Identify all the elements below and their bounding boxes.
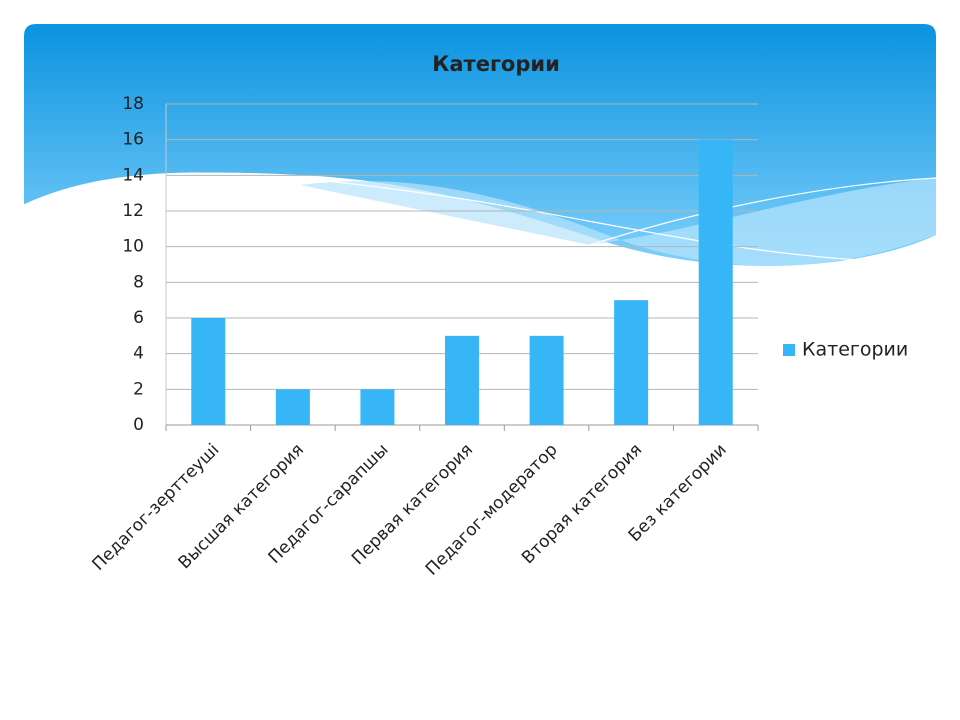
y-tick-label: 4 bbox=[133, 344, 144, 364]
y-tick-label: 12 bbox=[122, 201, 144, 221]
bar bbox=[275, 389, 310, 425]
bar bbox=[360, 389, 395, 425]
bar bbox=[529, 335, 564, 425]
y-tick-label: 6 bbox=[133, 308, 144, 328]
legend-label: Категории bbox=[802, 339, 908, 361]
y-tick-label: 10 bbox=[122, 237, 144, 257]
y-tick-label: 18 bbox=[122, 94, 144, 114]
bar bbox=[445, 335, 479, 425]
legend-swatch bbox=[783, 344, 795, 356]
y-tick-label: 14 bbox=[122, 165, 144, 185]
bar bbox=[191, 318, 226, 425]
chart-title: Категории bbox=[432, 52, 560, 76]
y-tick-label: 16 bbox=[122, 130, 144, 150]
bar bbox=[614, 300, 649, 425]
bar bbox=[698, 139, 733, 425]
y-tick-label: 8 bbox=[133, 272, 144, 292]
y-tick-label: 2 bbox=[133, 379, 144, 399]
y-tick-label: 0 bbox=[133, 415, 144, 435]
